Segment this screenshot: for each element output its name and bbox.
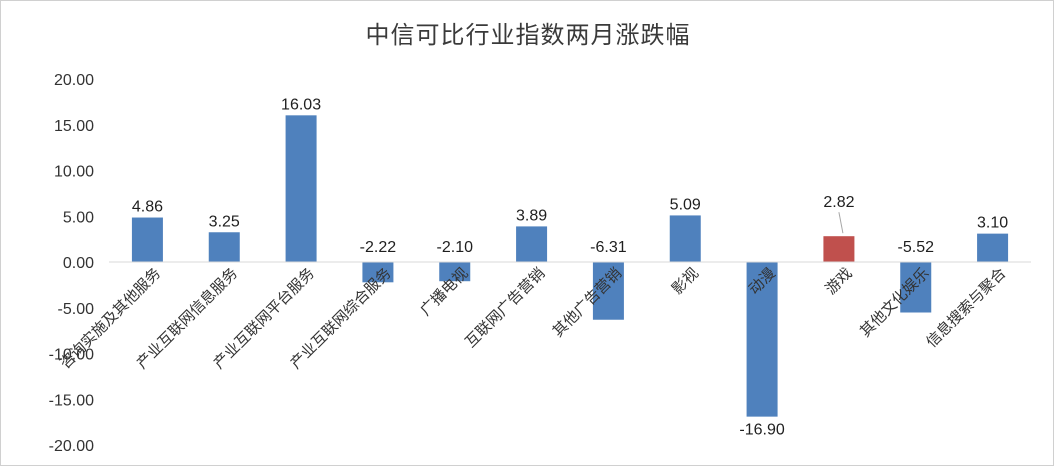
y-tick-label: -5.00 [58,301,95,318]
bar-10 [823,236,855,262]
bar-8 [669,215,701,262]
data-label: 4.86 [132,199,163,216]
y-tick-label: 20.00 [54,72,94,89]
data-label: 2.82 [823,194,854,211]
bar-6 [516,226,548,262]
chart-title: 中信可比行业指数两月涨跌幅 [365,21,691,49]
data-label: 3.10 [977,215,1008,232]
y-tick-label: 5.00 [63,209,94,226]
y-tick-label: 10.00 [54,164,94,181]
data-label: 16.03 [281,96,321,113]
data-label: -16.90 [739,422,784,439]
bar-3 [285,115,317,262]
data-label: 3.89 [516,207,547,224]
y-tick-label: -10.00 [49,347,94,364]
bar-7 [592,262,624,320]
data-label: -5.52 [898,239,935,256]
bar-2 [208,232,240,262]
data-label: 5.09 [670,196,701,213]
y-tick-label: -15.00 [49,392,94,409]
x-category-label: 游戏 [822,264,856,298]
y-tick-label: -20.00 [49,438,94,455]
data-label: -2.22 [360,239,397,256]
y-tick-label: 15.00 [54,118,94,135]
y-tick-label: 0.00 [63,255,94,272]
data-label: -6.31 [590,239,627,256]
bar-4 [362,262,394,283]
data-label: 3.25 [209,213,240,230]
x-category-label: 信息搜索与聚合 [922,264,1009,351]
data-label-leader [838,212,844,234]
bar-1 [131,217,163,262]
data-label: -2.10 [437,239,474,256]
x-category-label: 互联网广告营销 [461,264,548,351]
x-category-label: 影视 [668,264,702,298]
bar-5 [439,262,471,282]
bar-11 [900,262,932,313]
bar-12 [977,233,1009,262]
bar-9 [746,262,778,417]
